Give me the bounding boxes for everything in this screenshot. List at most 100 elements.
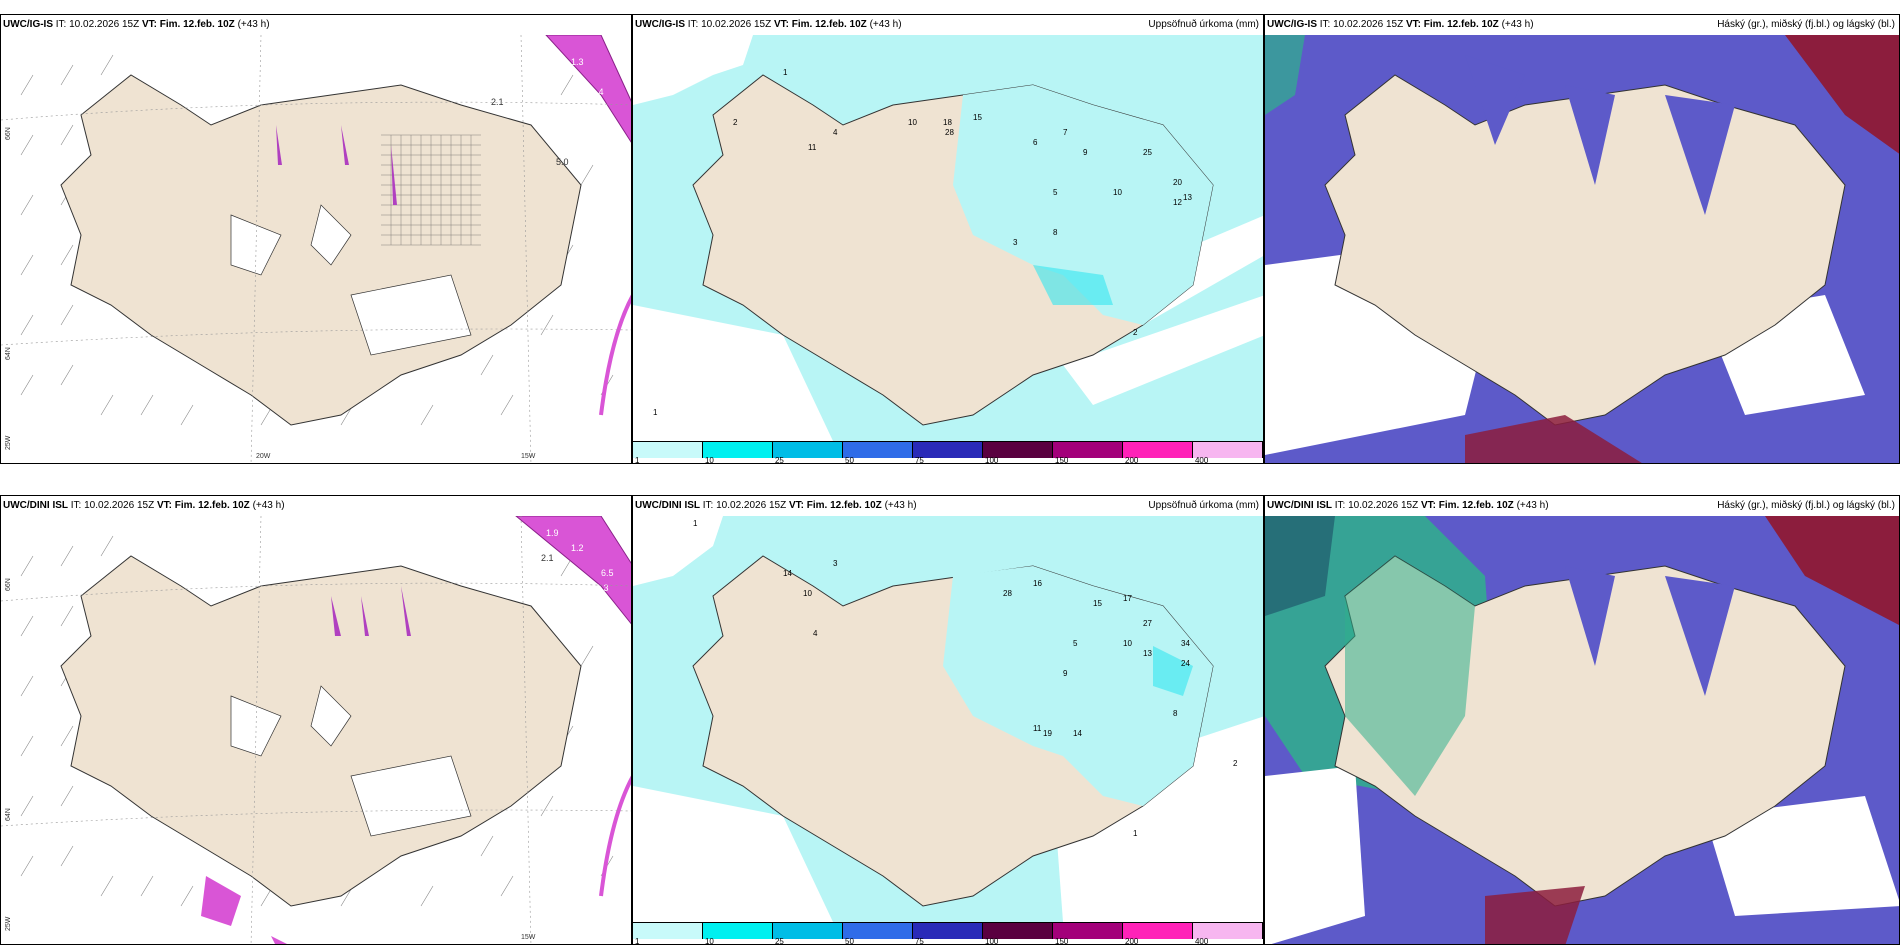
vt-value: Fim. 12.feb. 10Z (1438, 500, 1514, 511)
lat-label-top: 66N (5, 578, 12, 591)
it-value: 10.02.2026 15Z (1333, 19, 1404, 30)
it-value: 10.02.2026 15Z (701, 19, 772, 30)
lon-label-left: 20W (256, 453, 271, 460)
colorbar-swatch (1193, 442, 1263, 458)
precip-value: 18 (943, 118, 952, 127)
colorbar-tick: 100 (985, 456, 999, 464)
precip-value: 20 (1173, 178, 1182, 187)
wind-value: 1.2 (571, 543, 584, 553)
lead-time: (+43 h) (252, 500, 285, 511)
colorbar-swatch (843, 923, 913, 939)
precip-value: 16 (1033, 579, 1042, 588)
lat-label-bottom: 25W (5, 916, 12, 931)
vt-label: VT: (1420, 500, 1436, 511)
colorbar-tick: 50 (845, 456, 854, 464)
colorbar-tick: 150 (1055, 937, 1069, 945)
lon-label-right: 15W (521, 934, 536, 941)
lat-label-mid: 64N (5, 347, 12, 360)
precip-value: 10 (1123, 639, 1132, 648)
lon-label-right: 15W (521, 453, 536, 460)
colorbar-tick: 25 (774, 937, 784, 945)
precip-value: 2 (1133, 328, 1138, 337)
cloud-map (1265, 35, 1899, 463)
wind-value: 2.1 (491, 97, 504, 107)
wind-value: 1.3 (571, 57, 584, 67)
colorbar-tick: 200 (1125, 456, 1139, 464)
precip-value: 10 (1113, 188, 1122, 197)
wind-map: 1.3 1.4 2.1 5.0 (1, 35, 631, 463)
wind-value: 1.9 (546, 528, 559, 538)
panel-header: UWC/DINI ISL IT: 10.02.2026 15Z VT: Fim.… (1, 496, 631, 516)
precip-value: 3 (1013, 238, 1018, 247)
it-label: IT: (1334, 500, 1346, 511)
colorbar-tick: 400 (1194, 937, 1209, 945)
precip-title: Uppsöfnuð úrkoma (mm) (1148, 500, 1259, 511)
precip-value: 4 (833, 128, 838, 137)
colorbar-swatch (1053, 923, 1123, 939)
model-name: UWC/IG-IS (635, 19, 685, 30)
precip-value: 5 (1053, 188, 1058, 197)
precip-value: 8 (1053, 228, 1058, 237)
precip-value: 15 (1093, 599, 1102, 608)
cloud-map-panel-row2: UWC/DINI ISL IT: 10.02.2026 15Z VT: Fim.… (1264, 495, 1900, 945)
precip-value: 4 (813, 629, 818, 638)
precip-map-panel-row2: UWC/DINI ISL IT: 10.02.2026 15Z VT: Fim.… (632, 495, 1264, 945)
vt-label: VT: (141, 19, 157, 30)
lat-label-top: 66N (5, 127, 12, 140)
precip-value: 1 (1133, 829, 1138, 838)
precip-value: 11 (808, 143, 817, 152)
vt-value: Fim. 12.feb. 10Z (791, 19, 867, 30)
precip-map: 1 2 4 11 10 18 28 15 20 25 12 13 10 5 3 … (633, 35, 1263, 441)
colorbar-tick: 50 (845, 937, 854, 945)
wind-map-panel-row2: UWC/DINI ISL IT: 10.02.2026 15Z VT: Fim.… (0, 495, 632, 945)
precip-value: 19 (1043, 729, 1052, 738)
vt-label: VT: (156, 500, 172, 511)
precip-value: 28 (945, 128, 954, 137)
it-value: 10.02.2026 15Z (1348, 500, 1419, 511)
precip-title: Uppsöfnuð úrkoma (mm) (1148, 19, 1259, 30)
vt-label: VT: (788, 500, 804, 511)
precip-colorbar: 1 10 25 50 75 100 150 200 400 (633, 922, 1263, 944)
precip-value: 1 (693, 519, 698, 528)
precip-value: 34 (1181, 639, 1190, 648)
precip-value: 14 (1073, 729, 1082, 738)
precip-value: 2 (1233, 759, 1238, 768)
wind-map-panel-row1: UWC/IG-IS IT: 10.02.2026 15Z VT: Fim. 12… (0, 14, 632, 464)
wind-value: 5.0 (556, 157, 569, 167)
precip-value: 1 (653, 408, 658, 417)
precip-value: 14 (783, 569, 792, 578)
it-value: 10.02.2026 15Z (84, 500, 155, 511)
wind-value: 6.5 (601, 568, 614, 578)
colorbar-tick: 10 (704, 456, 714, 464)
precip-value: 11 (1033, 724, 1042, 733)
model-name: UWC/DINI ISL (635, 500, 700, 511)
colorbar-swatch (983, 923, 1053, 939)
precip-value: 7 (1063, 128, 1068, 137)
colorbar-tick: 400 (1194, 456, 1209, 464)
wind-map: 1.9 1.2 6.5 1.3 2.1 (1, 516, 631, 944)
it-value: 10.02.2026 15Z (69, 19, 140, 30)
wind-value: 1.3 (596, 583, 609, 593)
it-label: IT: (1319, 19, 1331, 30)
colorbar-swatch (1053, 442, 1123, 458)
precip-value: 6 (1033, 138, 1038, 147)
colorbar-tick: 75 (914, 456, 924, 464)
panel-header: UWC/DINI ISL IT: 10.02.2026 15Z VT: Fim.… (1265, 496, 1899, 516)
model-name: UWC/DINI ISL (1267, 500, 1332, 511)
colorbar-tick: 1 (635, 937, 640, 945)
colorbar-swatch (633, 442, 703, 458)
precip-colorbar: 1 10 25 50 75 100 150 200 400 (633, 441, 1263, 463)
precip-value: 1 (783, 68, 788, 77)
cloud-map-panel-row1: UWC/IG-IS IT: 10.02.2026 15Z VT: Fim. 12… (1264, 14, 1900, 464)
precip-map: 1 3 4 10 14 28 16 15 17 27 34 24 13 10 1… (633, 516, 1263, 922)
colorbar-tick: 75 (914, 937, 924, 945)
precip-value: 12 (1173, 198, 1182, 207)
it-value: 10.02.2026 15Z (716, 500, 787, 511)
colorbar-swatch (633, 923, 703, 939)
precip-value: 3 (833, 559, 838, 568)
model-name: UWC/IG-IS (1267, 19, 1317, 30)
colorbar-tick: 25 (774, 456, 784, 464)
colorbar-tick: 150 (1055, 456, 1069, 464)
lat-label-mid: 64N (5, 808, 12, 821)
colorbar-swatch (703, 442, 773, 458)
